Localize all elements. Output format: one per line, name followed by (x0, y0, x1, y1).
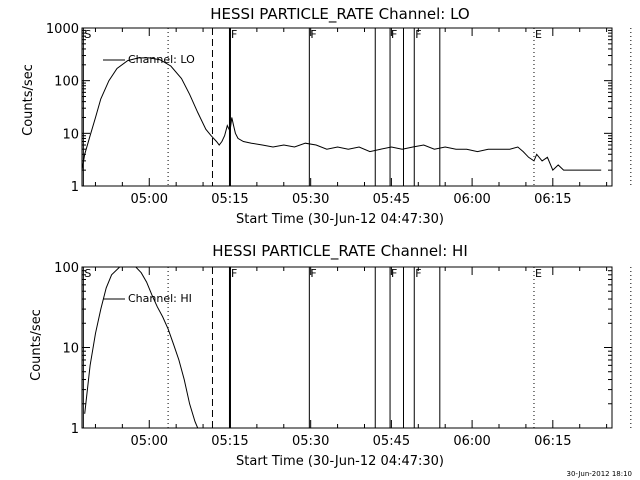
x-tick-label: 05:30 (292, 192, 329, 207)
event-marker-label: F (231, 267, 237, 280)
y-tick-label: 10 (62, 127, 79, 142)
y-tick-label: 1000 (46, 22, 79, 37)
y-tick-label: 1 (71, 180, 79, 195)
event-marker-label: S (84, 28, 91, 41)
y-tick-label: 10 (62, 342, 79, 357)
series-line (84, 267, 199, 428)
event-marker-label: E (535, 28, 542, 41)
y-tick-label: 1 (71, 422, 79, 437)
x-axis-label: Start Time (30-Jun-12 04:47:30) (236, 454, 444, 469)
x-tick-label: 05:45 (373, 434, 410, 449)
x-tick-label: 05:15 (211, 434, 248, 449)
event-marker-label: S (84, 267, 91, 280)
legend-label: Channel: HI (128, 292, 192, 305)
event-marker-label: F (415, 267, 421, 280)
event-marker-label: F (310, 267, 316, 280)
event-marker-label: F (310, 28, 316, 41)
x-tick-label: 06:00 (453, 434, 490, 449)
x-tick-label: 05:30 (292, 434, 329, 449)
y-tick-label: 100 (54, 75, 79, 90)
chart-hi: HESSI PARTICLE_RATE Channel: HI Counts/s… (29, 242, 632, 469)
chart-lo: HESSI PARTICLE_RATE Channel: LO Counts/s… (21, 5, 632, 227)
y-tick-label: 100 (54, 261, 79, 276)
event-marker-label: E (535, 267, 542, 280)
chart-title: HESSI PARTICLE_RATE Channel: HI (212, 242, 468, 261)
event-marker-label: F (231, 28, 237, 41)
chart-title: HESSI PARTICLE_RATE Channel: LO (210, 5, 469, 24)
x-tick-label: 05:45 (373, 192, 410, 207)
event-marker-label: F (391, 28, 397, 41)
plot-timestamp: 30-Jun-2012 18:10 (566, 470, 633, 478)
event-marker-label: F (415, 28, 421, 41)
x-tick-label: 05:15 (211, 192, 248, 207)
x-tick-label: 06:15 (534, 434, 571, 449)
x-tick-label: 06:15 (534, 192, 571, 207)
x-tick-label: 05:00 (131, 434, 168, 449)
series-line (82, 57, 602, 171)
x-axis-label: Start Time (30-Jun-12 04:47:30) (236, 212, 444, 227)
legend-label: Channel: LO (128, 53, 195, 66)
event-marker-label: F (391, 267, 397, 280)
plot-frame (81, 27, 613, 187)
x-tick-label: 06:00 (453, 192, 490, 207)
x-tick-label: 05:00 (131, 192, 168, 207)
y-axis-label: Counts/sec (21, 64, 36, 136)
y-axis-label: Counts/sec (29, 309, 44, 381)
